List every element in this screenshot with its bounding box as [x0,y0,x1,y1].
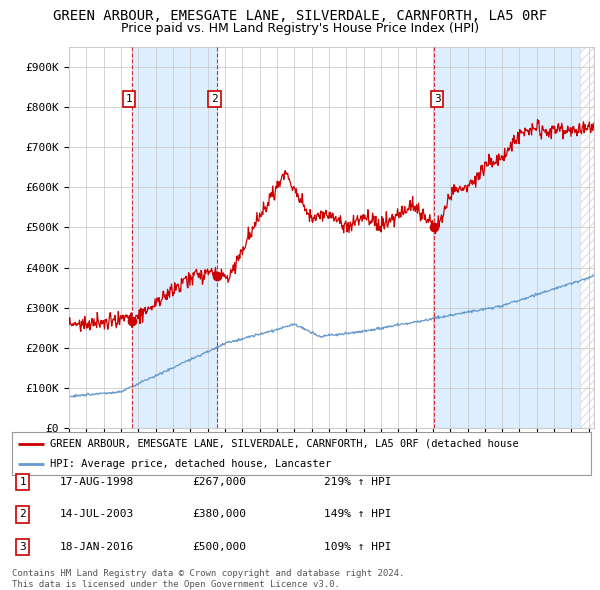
Text: 109% ↑ HPI: 109% ↑ HPI [324,542,392,552]
Text: HPI: Average price, detached house, Lancaster: HPI: Average price, detached house, Lanc… [50,460,331,469]
Text: 1: 1 [19,477,26,487]
Text: £500,000: £500,000 [192,542,246,552]
Text: GREEN ARBOUR, EMESGATE LANE, SILVERDALE, CARNFORTH, LA5 0RF: GREEN ARBOUR, EMESGATE LANE, SILVERDALE,… [53,9,547,23]
Text: 3: 3 [19,542,26,552]
Text: Contains HM Land Registry data © Crown copyright and database right 2024.
This d: Contains HM Land Registry data © Crown c… [12,569,404,589]
Text: 2: 2 [19,510,26,519]
Text: Price paid vs. HM Land Registry's House Price Index (HPI): Price paid vs. HM Land Registry's House … [121,22,479,35]
Text: 149% ↑ HPI: 149% ↑ HPI [324,510,392,519]
Text: 3: 3 [434,94,440,104]
Text: 14-JUL-2003: 14-JUL-2003 [60,510,134,519]
Text: GREEN ARBOUR, EMESGATE LANE, SILVERDALE, CARNFORTH, LA5 0RF (detached house: GREEN ARBOUR, EMESGATE LANE, SILVERDALE,… [50,439,518,449]
Bar [434,47,594,428]
Bar [132,47,217,428]
Bar [580,47,594,428]
Text: 2: 2 [211,94,218,104]
Text: £380,000: £380,000 [192,510,246,519]
Text: 1: 1 [126,94,133,104]
Text: £267,000: £267,000 [192,477,246,487]
Bar [580,47,594,428]
Text: 219% ↑ HPI: 219% ↑ HPI [324,477,392,487]
Text: 18-JAN-2016: 18-JAN-2016 [60,542,134,552]
Text: 17-AUG-1998: 17-AUG-1998 [60,477,134,487]
